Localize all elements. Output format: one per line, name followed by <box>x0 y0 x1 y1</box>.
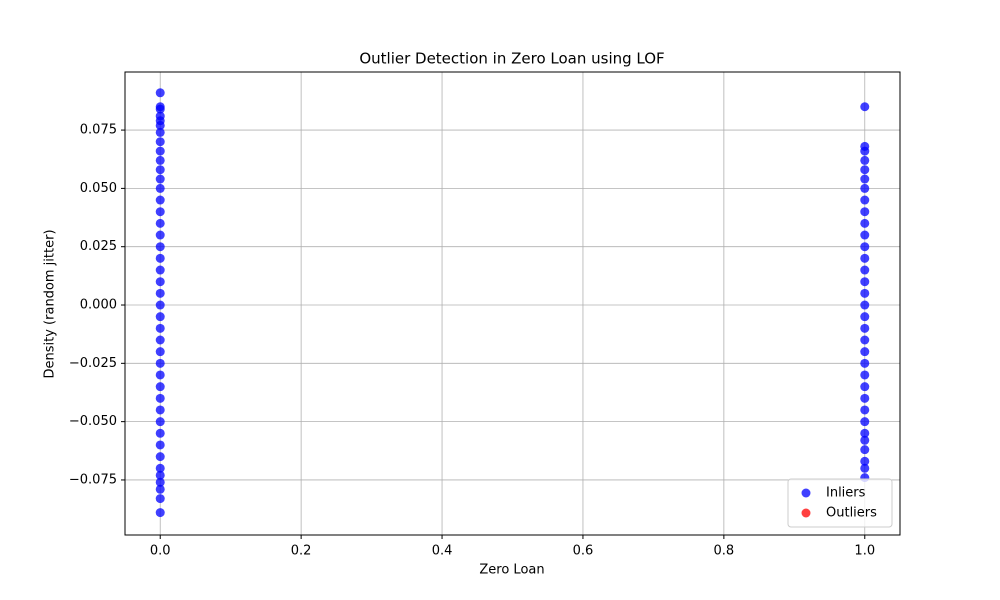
y-tick-label: 0.050 <box>80 181 117 196</box>
point <box>155 358 165 368</box>
y-tick-label: −0.025 <box>69 356 117 371</box>
legend-swatch <box>801 488 811 498</box>
point <box>860 165 870 175</box>
point <box>860 183 870 193</box>
point <box>155 312 165 322</box>
legend-swatch <box>801 508 811 518</box>
y-tick-label: −0.075 <box>69 472 117 487</box>
point <box>860 382 870 392</box>
point <box>860 230 870 240</box>
point <box>860 456 870 466</box>
point <box>155 370 165 380</box>
point <box>860 146 870 156</box>
point <box>155 300 165 310</box>
point <box>860 155 870 165</box>
point <box>155 494 165 504</box>
point <box>860 428 870 438</box>
point <box>860 463 870 473</box>
point <box>860 300 870 310</box>
legend-label: Inliers <box>826 486 866 501</box>
point <box>860 370 870 380</box>
point <box>860 323 870 333</box>
point <box>155 347 165 357</box>
y-axis-label: Density (random jitter) <box>43 229 58 378</box>
point <box>155 242 165 252</box>
point <box>860 174 870 184</box>
y-tick-label: 0.025 <box>80 239 117 254</box>
legend-box <box>787 478 893 528</box>
point <box>860 195 870 205</box>
legend-label: Outliers <box>826 506 877 521</box>
point <box>860 265 870 275</box>
point <box>155 288 165 298</box>
point <box>860 417 870 427</box>
point <box>155 230 165 240</box>
point <box>860 358 870 368</box>
point <box>155 253 165 263</box>
point <box>155 165 165 175</box>
point <box>155 417 165 427</box>
point <box>860 393 870 403</box>
x-tick-label: 0.6 <box>573 544 594 559</box>
point <box>155 470 165 480</box>
point <box>155 88 165 98</box>
point <box>155 218 165 228</box>
point <box>860 312 870 322</box>
point <box>155 155 165 165</box>
point <box>155 452 165 462</box>
x-tick-label: 0.2 <box>291 544 312 559</box>
point <box>860 347 870 357</box>
point <box>155 277 165 287</box>
point <box>155 477 165 487</box>
point <box>860 218 870 228</box>
point <box>155 440 165 450</box>
x-tick-label: 1.0 <box>854 544 875 559</box>
point <box>155 405 165 415</box>
point <box>155 195 165 205</box>
point <box>860 405 870 415</box>
point <box>860 102 870 112</box>
point <box>860 277 870 287</box>
chart-title: Outlier Detection in Zero Loan using LOF <box>359 50 664 68</box>
point <box>860 242 870 252</box>
point <box>155 120 165 130</box>
point <box>155 323 165 333</box>
point <box>155 127 165 137</box>
point <box>155 265 165 275</box>
x-tick-label: 0.8 <box>714 544 735 559</box>
point <box>155 382 165 392</box>
point <box>155 484 165 494</box>
point <box>155 104 165 114</box>
point <box>155 428 165 438</box>
point <box>155 146 165 156</box>
point <box>155 137 165 147</box>
point <box>860 288 870 298</box>
point <box>155 393 165 403</box>
point <box>860 253 870 263</box>
x-tick-label: 0.4 <box>432 544 453 559</box>
y-tick-label: 0.075 <box>80 123 117 138</box>
point <box>155 174 165 184</box>
point <box>155 183 165 193</box>
x-axis-label: Zero Loan <box>479 563 544 578</box>
y-tick-label: 0.000 <box>80 298 117 313</box>
point <box>155 335 165 345</box>
point <box>155 207 165 217</box>
x-tick-label: 0.0 <box>150 544 171 559</box>
point <box>860 445 870 455</box>
plot-frame <box>124 71 901 536</box>
point <box>155 463 165 473</box>
point <box>860 435 870 445</box>
point <box>155 508 165 518</box>
y-tick-label: −0.050 <box>69 414 117 429</box>
point <box>860 335 870 345</box>
point <box>860 207 870 217</box>
